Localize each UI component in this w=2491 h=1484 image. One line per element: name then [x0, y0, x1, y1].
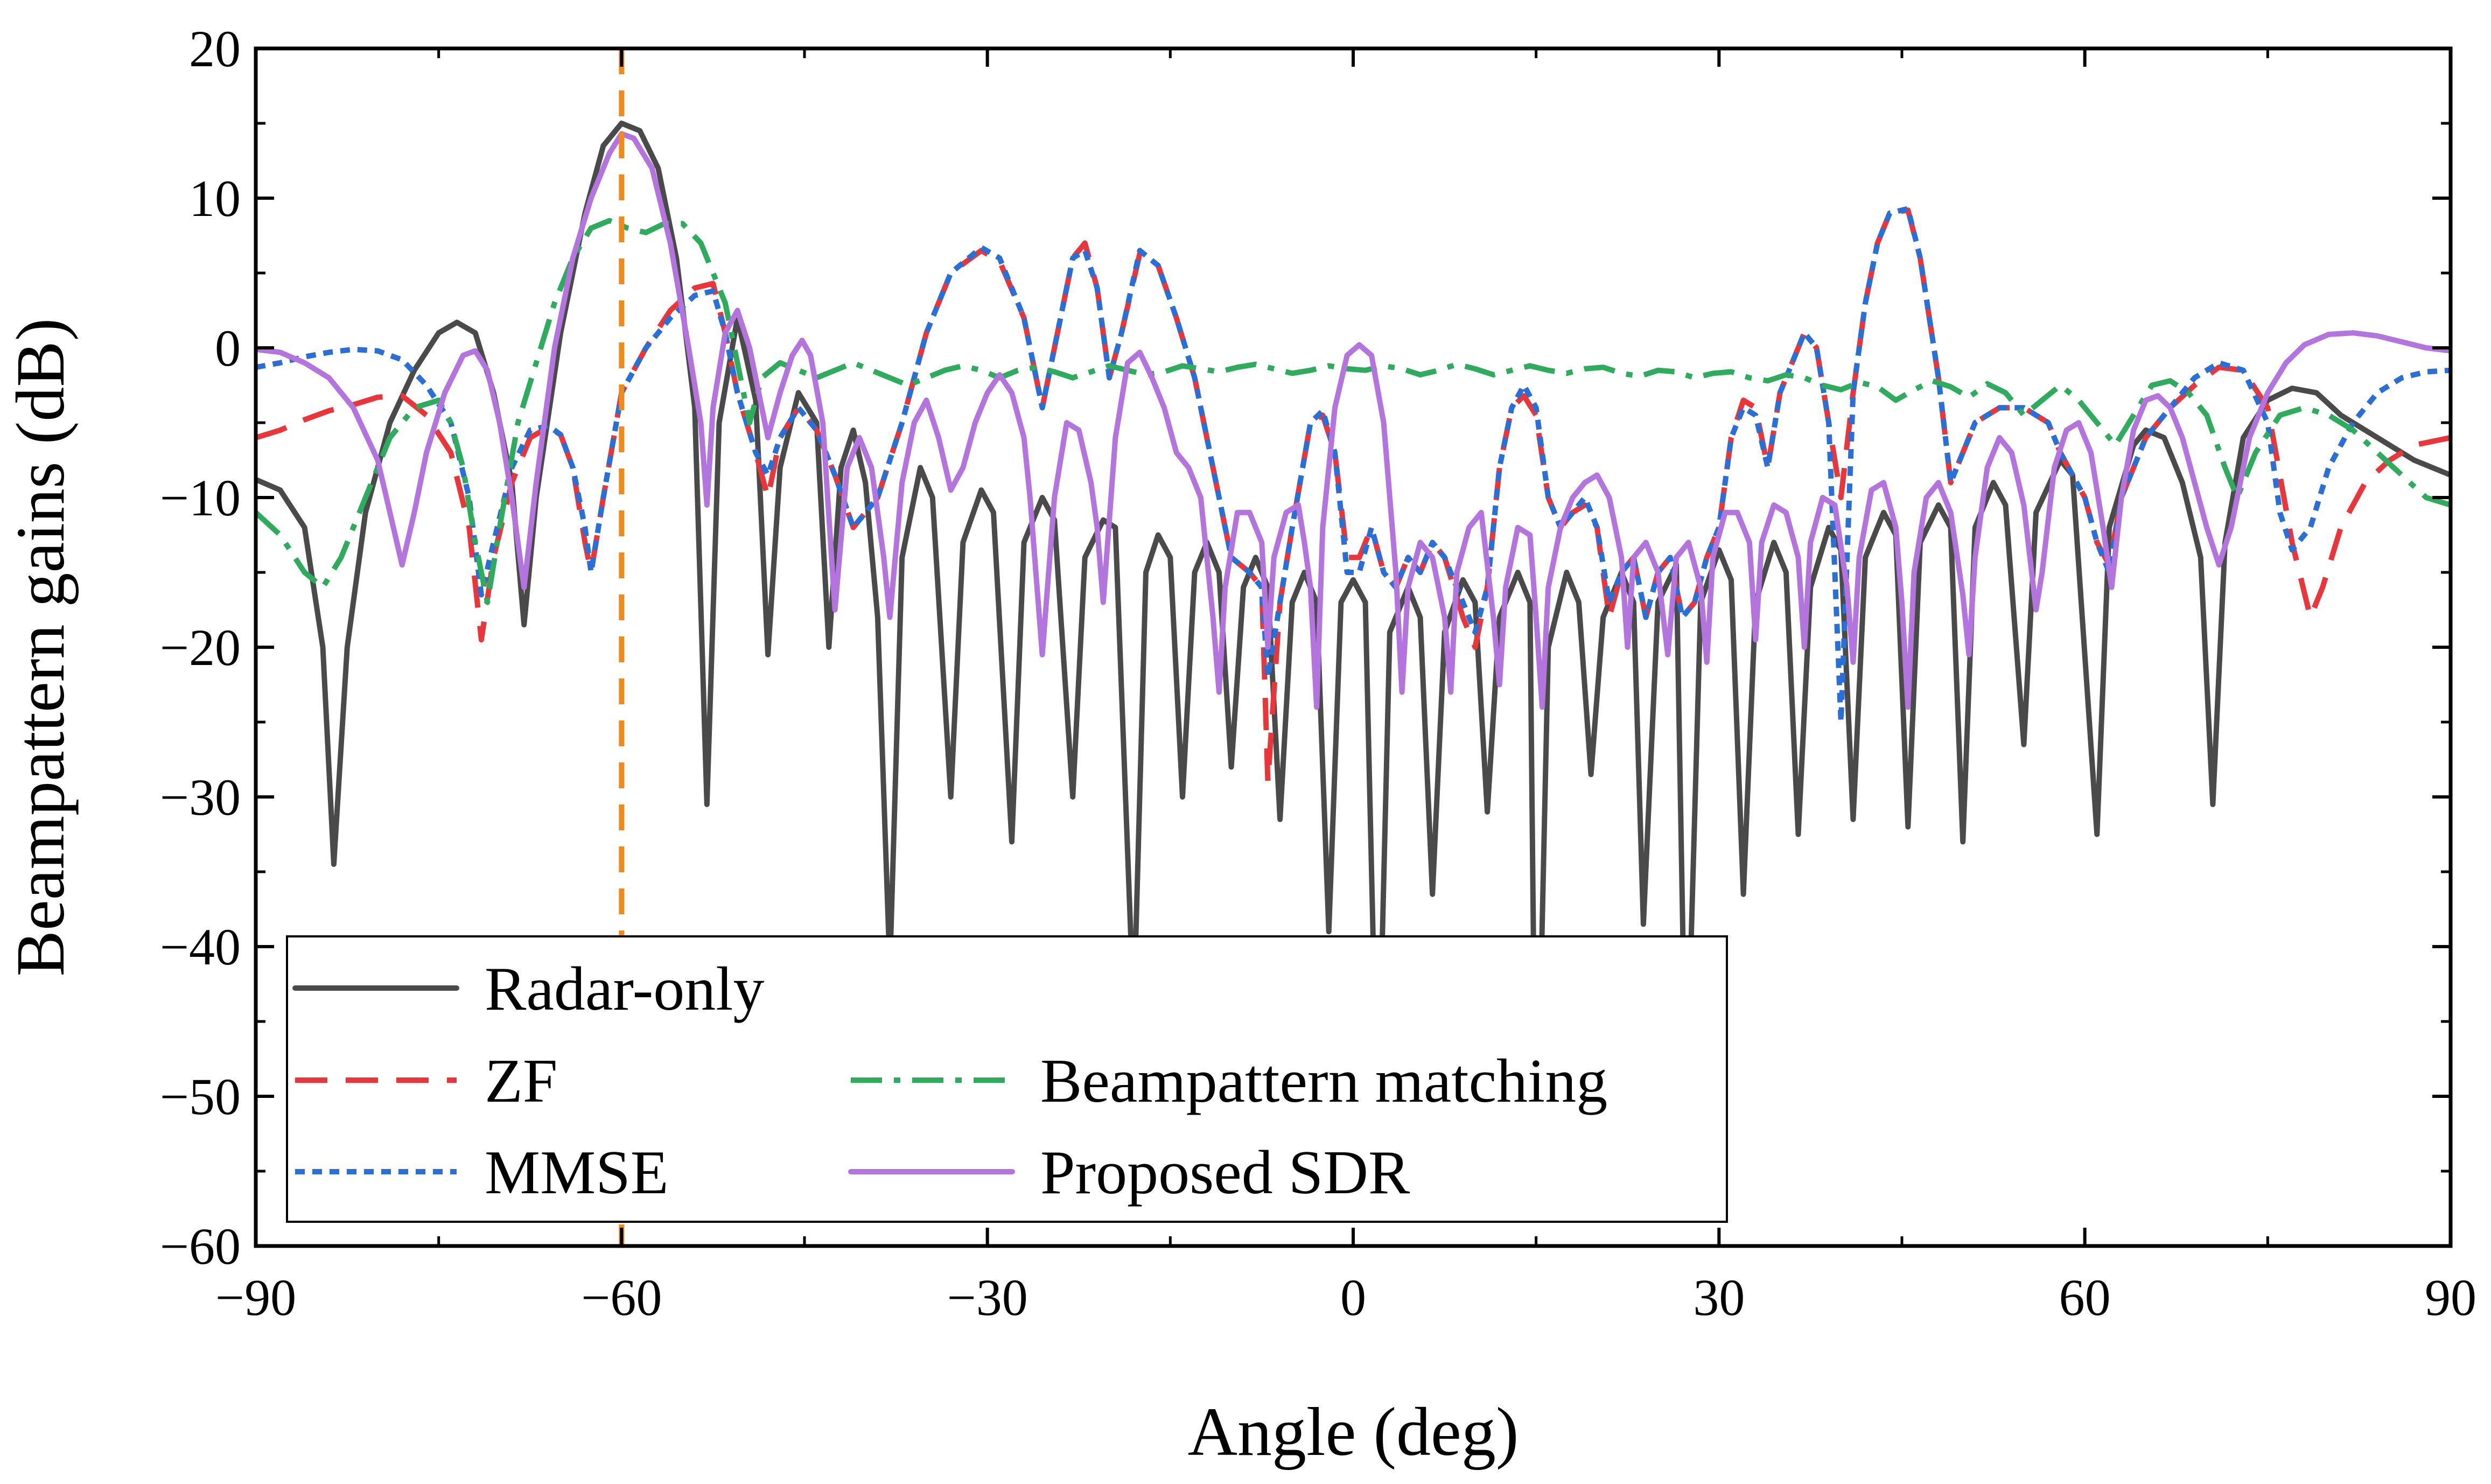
- series-line-proposed-sdr: [256, 131, 2451, 710]
- legend-label-zf: ZF: [485, 1047, 557, 1116]
- y-tick-label: 10: [189, 170, 241, 227]
- legend-label-radar-only: Radar-only: [485, 955, 765, 1024]
- y-tick-label: −60: [160, 1217, 241, 1275]
- y-tick-label: −40: [160, 918, 241, 976]
- y-axis-title: Beampattern gains (dB): [2, 318, 79, 977]
- x-tick-label: 60: [2059, 1269, 2111, 1326]
- legend-label-beampattern-matching: Beampattern matching: [1040, 1047, 1607, 1116]
- y-tick-label: −10: [160, 469, 241, 527]
- x-tick-label: −30: [947, 1269, 1028, 1326]
- x-tick-label: 0: [1340, 1269, 1366, 1326]
- x-tick-label: −60: [581, 1269, 662, 1326]
- legend-entries: Radar-only ZF MMSE Beampattern matching Prop…: [292, 955, 1607, 1207]
- x-tick-label: 30: [1693, 1269, 1745, 1326]
- y-tick-label: 20: [189, 20, 241, 78]
- legend: Radar-only ZF MMSE Beampattern matching Prop…: [286, 935, 1728, 1223]
- x-tick-label: 90: [2425, 1269, 2476, 1326]
- y-tick-label: −50: [160, 1068, 241, 1125]
- x-tick-label: −90: [215, 1269, 296, 1326]
- series-line-beampattern-matching: [256, 218, 2451, 605]
- x-axis-title: Angle (deg): [1188, 1394, 1519, 1470]
- legend-label-mmse: MMSE: [485, 1138, 669, 1207]
- y-tick-label: 0: [215, 319, 241, 377]
- legend-label-proposed-sdr: Proposed SDR: [1040, 1138, 1410, 1207]
- y-tick-label: −20: [160, 619, 241, 676]
- y-tick-label: −30: [160, 768, 241, 826]
- series-layer: [256, 121, 2451, 1204]
